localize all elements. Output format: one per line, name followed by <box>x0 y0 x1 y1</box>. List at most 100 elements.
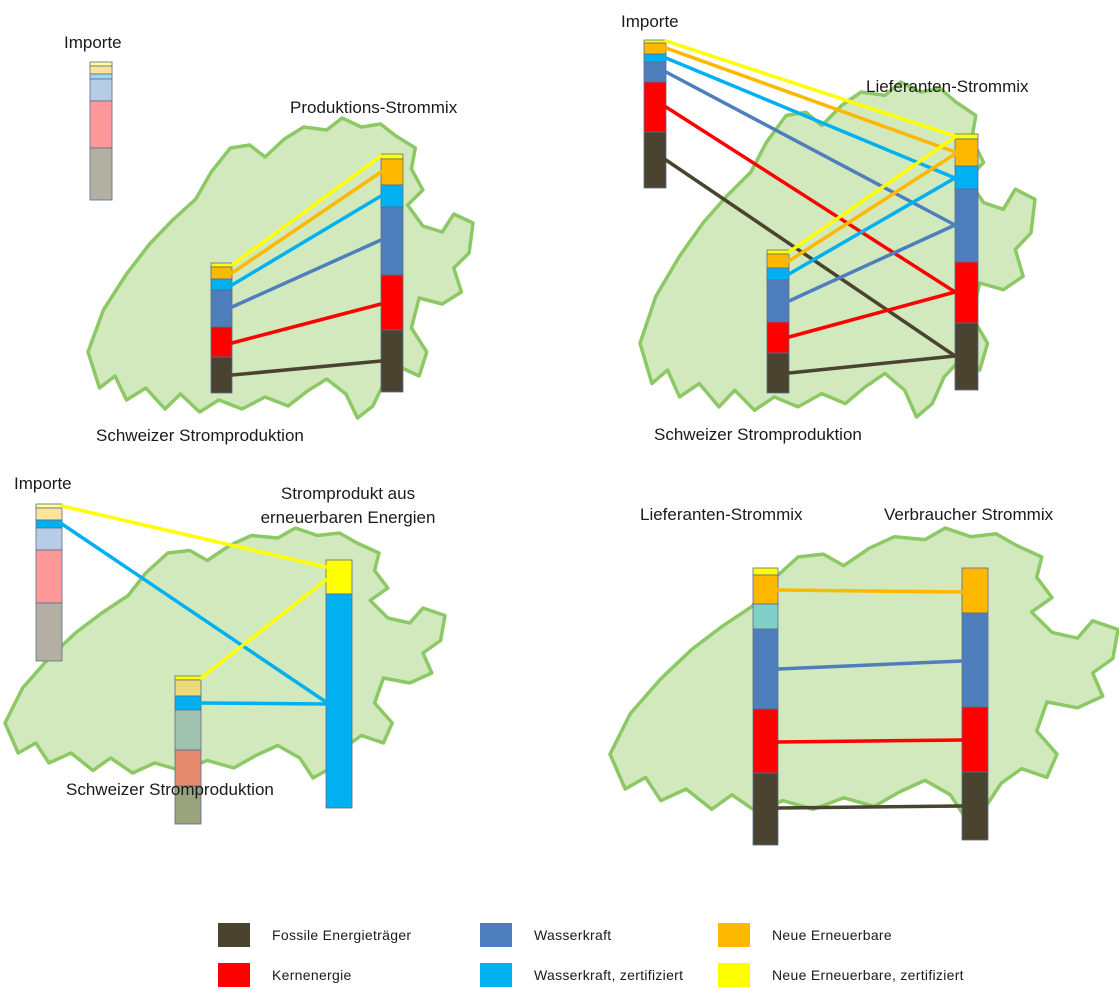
bl-renewable-product-bar-segment-hydro_cert <box>325 593 353 809</box>
legend-swatch-hydro <box>480 923 512 947</box>
tr-flow-import-nuclear <box>664 105 957 294</box>
bl-renewable-product-bar-segment-new_ren_cert <box>325 559 353 595</box>
legend-item-new-renewables: Neue Erneuerbare <box>718 922 892 948</box>
tr-swiss-production-bar-segment-hydro <box>766 279 790 323</box>
tr-flow-swiss-hydro-certified <box>787 176 957 276</box>
br-consumer-mix-bar-segment-hydro <box>961 612 989 708</box>
map-switzerland-bottom-right <box>608 526 1119 820</box>
br-supplier-mix-bar-segment-new_ren_cert <box>752 567 779 576</box>
br-flow-new-renewables <box>776 588 964 594</box>
tr-flow-import-fossil <box>664 158 957 358</box>
bl-import-bar-segment-imp_nuclear <box>35 549 63 604</box>
legend-swatch-nuclear <box>218 963 250 987</box>
tl-import-bar-segment-imp_hydro_cert <box>89 73 113 80</box>
tr-import-bar-segment-new_ren <box>643 42 667 55</box>
tl-production-mix-bar <box>380 153 404 393</box>
br-flow-nuclear <box>776 738 964 744</box>
legend-item-nuclear: Kernenergie <box>218 962 352 988</box>
tl-flow-fossil <box>230 359 383 377</box>
tl-flow-hydro-certified <box>230 194 383 287</box>
bl-renewable-product-bar <box>325 559 353 809</box>
br-supplier-mix-bar-segment-fossil <box>752 772 779 846</box>
tr-flow-swiss-hydro <box>787 223 957 303</box>
br-supplier-mix-label: Lieferanten-Strommix <box>640 505 803 524</box>
br-consumer-mix-bar-segment-fossil <box>961 771 989 841</box>
bl-product-label-line2: erneuerbaren Energien <box>260 508 436 527</box>
tr-swiss-production-bar-segment-fossil <box>766 352 790 394</box>
tr-import-label: Importe <box>621 12 679 31</box>
tr-import-bar-segment-hydro <box>643 61 667 83</box>
tr-flow-swiss-nuclear <box>787 290 957 339</box>
bl-flow-swiss-new-renewables-certified <box>199 578 328 680</box>
map-switzerland-top-left <box>86 116 475 420</box>
tl-import-label: Importe <box>64 33 122 52</box>
bl-import-bar-segment-hydro_cert <box>35 519 63 529</box>
tr-swiss-production-bar <box>766 249 790 394</box>
tl-swiss-production-bar-segment-new_ren <box>210 266 233 280</box>
tl-production-mix-bar-segment-fossil <box>380 329 404 393</box>
tl-swiss-production-bar-segment-new_ren_cert <box>210 262 233 268</box>
tl-import-bar <box>89 61 113 201</box>
legend-swatch-new-renewables <box>718 923 750 947</box>
tr-flow-swiss-new-renewables-certified <box>787 135 957 254</box>
bl-flow-import-new-renewables-certified <box>60 504 328 569</box>
bl-swiss-production-label: Schweizer Stromproduktion <box>66 780 274 799</box>
legend-swatch-fossil <box>218 923 250 947</box>
tl-production-mix-label: Produktions-Strommix <box>290 98 458 117</box>
tr-supplier-mix-bar-segment-new_ren <box>954 138 979 167</box>
tl-swiss-production-bar-segment-hydro_cert <box>210 278 233 291</box>
tr-flow-import-new-renewables <box>664 46 957 154</box>
bl-import-bar-segment-imp_hydro <box>35 527 63 551</box>
br-supplier-mix-bar-segment-hydro <box>752 628 779 710</box>
br-consumer-mix-bar-segment-new_ren <box>961 567 989 614</box>
tr-supplier-mix-bar-segment-new_ren_cert <box>954 133 979 140</box>
tr-flow-swiss-new-renewables <box>787 152 957 263</box>
br-flow-hydro <box>776 659 964 671</box>
legend-item-new-renewables-certified: Neue Erneuerbare, zertifiziert <box>718 962 964 988</box>
tr-flow-swiss-fossil <box>787 354 957 375</box>
bl-import-bar-segment-imp_new_ren_cert <box>35 503 63 509</box>
tr-import-bar-segment-new_ren_cert <box>643 39 667 44</box>
tl-flow-new-renewables-certified <box>230 154 383 267</box>
tr-supplier-mix-bar <box>954 133 979 391</box>
legend-swatch-new-renewables-certified <box>718 963 750 987</box>
tr-supplier-mix-bar-segment-fossil <box>954 322 979 391</box>
bl-import-label: Importe <box>14 474 72 493</box>
legend-label-fossil: Fossile Energieträger <box>272 927 412 943</box>
tr-supplier-mix-label: Lieferanten-Strommix <box>866 77 1029 96</box>
tl-swiss-production-bar <box>210 262 233 394</box>
bl-flow-import-hydro-certified <box>60 522 328 704</box>
tr-flow-import-hydro <box>664 70 957 227</box>
br-flow-fossil <box>776 804 964 810</box>
tl-production-mix-bar-segment-hydro <box>380 206 404 276</box>
br-supplier-mix-bar-segment-teal <box>752 603 779 630</box>
legend-swatch-hydro-certified <box>480 963 512 987</box>
br-supplier-mix-bar <box>752 567 779 846</box>
legend-label-new-renewables: Neue Erneuerbare <box>772 927 892 943</box>
bl-import-bar-segment-imp_fossil <box>35 602 63 662</box>
tl-import-bar-segment-imp_nuclear <box>89 100 113 149</box>
tl-production-mix-bar-segment-hydro_cert <box>380 184 404 208</box>
tl-swiss-production-label: Schweizer Stromproduktion <box>96 426 304 445</box>
tl-import-bar-segment-imp_hydro <box>89 78 113 102</box>
tl-swiss-production-bar-segment-fossil <box>210 356 233 394</box>
legend-label-new-renewables-certified: Neue Erneuerbare, zertifiziert <box>772 967 964 983</box>
tr-swiss-production-bar-segment-hydro_cert <box>766 267 790 281</box>
bl-import-bar <box>35 503 63 662</box>
tl-production-mix-bar-segment-new_ren <box>380 158 404 186</box>
tr-supplier-mix-bar-segment-hydro_cert <box>954 165 979 190</box>
tr-swiss-production-bar-segment-new_ren_cert <box>766 249 790 255</box>
bl-product-label-line1: Stromprodukt aus <box>280 484 416 503</box>
tr-import-bar-segment-nuclear <box>643 81 667 133</box>
legend-label-hydro: Wasserkraft <box>534 927 612 943</box>
tl-swiss-production-bar-segment-nuclear <box>210 326 233 358</box>
tl-flow-hydro <box>230 238 383 309</box>
tr-import-bar <box>643 39 667 189</box>
bl-flow-swiss-hydro-certified <box>199 701 328 706</box>
bl-swiss-production-bar <box>174 675 202 825</box>
bl-swiss-production-bar-segment-faded_new_ren <box>174 679 202 697</box>
tl-swiss-production-bar-segment-hydro <box>210 289 233 328</box>
tl-flow-nuclear <box>230 302 383 345</box>
legend-item-fossil: Fossile Energieträger <box>218 922 411 948</box>
